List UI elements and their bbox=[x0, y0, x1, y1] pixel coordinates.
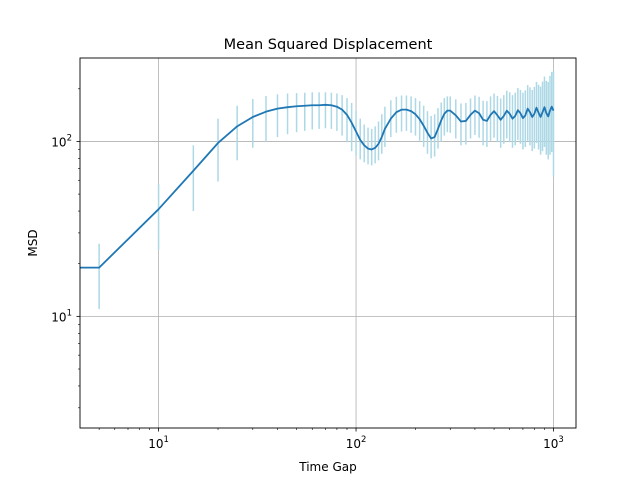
msd-series-line bbox=[80, 103, 555, 269]
y-axis-label: MSD bbox=[26, 229, 40, 256]
axis-ticks: 101 102 103 101 102 bbox=[51, 88, 564, 451]
y-tick-label: 101 bbox=[51, 308, 72, 324]
x-tick-label: 101 bbox=[148, 435, 169, 451]
chart-title: Mean Squared Displacement bbox=[224, 37, 433, 53]
x-tick-label: 103 bbox=[543, 435, 564, 451]
x-axis-label: Time Gap bbox=[298, 460, 356, 474]
x-tick-label: 102 bbox=[346, 435, 367, 451]
plot-frame bbox=[79, 57, 577, 429]
y-tick-label: 102 bbox=[51, 133, 72, 149]
error-bars bbox=[98, 71, 555, 310]
